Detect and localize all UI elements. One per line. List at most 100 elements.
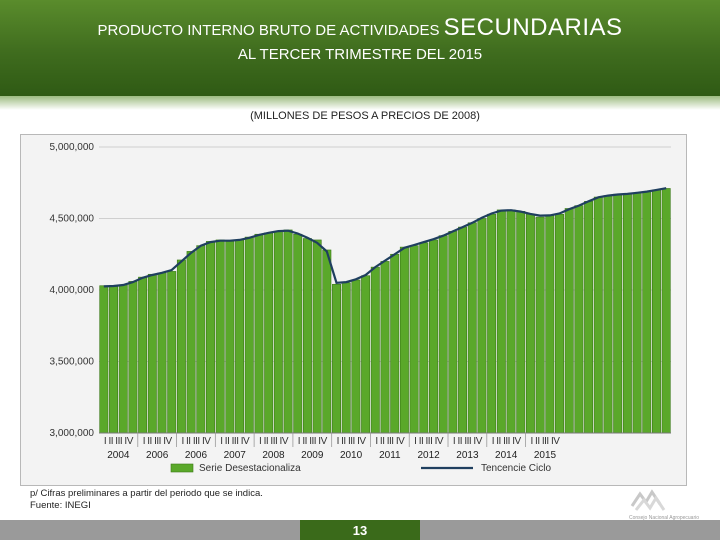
bar [293, 233, 303, 434]
footnote-source: Fuente: INEGI [30, 500, 91, 511]
bar [661, 188, 671, 434]
y-tick-label: 5,000,000 [50, 142, 95, 153]
bar [642, 191, 652, 434]
y-tick-label: 3,000,000 [50, 428, 95, 439]
year-label: 2009 [301, 450, 324, 461]
bar [622, 193, 632, 434]
quarter-label: I II III IV [259, 436, 289, 447]
bar [467, 222, 477, 434]
bar [206, 241, 215, 434]
quarter-label: I II III IV [337, 436, 367, 447]
quarter-label: I II III IV [414, 436, 444, 447]
bar [370, 266, 380, 434]
bar [419, 242, 429, 434]
bar [496, 209, 506, 434]
bar [535, 216, 545, 434]
title-part1: PRODUCTO INTERNO BRUTO DE ACTIVIDADES [97, 22, 444, 39]
bar [438, 235, 448, 434]
bar [138, 276, 148, 434]
year-label: 2008 [262, 450, 285, 461]
bar [651, 189, 661, 434]
year-label: 2013 [456, 450, 479, 461]
bar [525, 213, 535, 434]
quarter-label: I II III IV [181, 436, 211, 447]
bar [244, 236, 254, 434]
quarter-label: I II III IV [104, 436, 134, 447]
header-banner [0, 0, 720, 96]
bar [264, 232, 274, 434]
bar [399, 246, 409, 434]
bar [225, 241, 235, 434]
bar [584, 201, 594, 434]
bar [603, 195, 613, 434]
chart-subtitle: (MILLONES DE PESOS A PRECIOS DE 2008) [250, 110, 480, 122]
bar [235, 239, 245, 434]
year-label: 2015 [534, 450, 557, 461]
year-label: 2010 [340, 450, 363, 461]
y-tick-label: 4,000,000 [50, 285, 95, 296]
trend-line [103, 187, 667, 288]
legend-bar-swatch [170, 463, 194, 473]
bar [516, 211, 526, 434]
year-label: 2011 [379, 450, 401, 461]
bar [390, 253, 400, 434]
year-label: 2007 [224, 450, 247, 461]
bar [564, 208, 574, 434]
quarter-label: I II III IV [375, 436, 405, 447]
y-tick-label: 3,500,000 [50, 357, 95, 368]
quarter-label: I II III IV [492, 436, 522, 447]
bar [254, 233, 264, 434]
gdp-chart: 3,000,000 3,500,000 4,000,000 4,500,000 5,00… [50, 142, 671, 474]
bar [99, 285, 109, 434]
y-tick-label: 4,500,000 [50, 214, 95, 225]
header-fade [0, 96, 720, 110]
bar [157, 272, 167, 434]
year-label: 2012 [418, 450, 441, 461]
chart-frame: 3,000,000 3,500,000 4,000,000 4,500,000 5,00… [20, 134, 687, 486]
slide-title-line2: AL TERCER TRIMESTRE DEL 2015 [237, 46, 483, 63]
bar [283, 229, 293, 434]
bar [545, 215, 555, 434]
bar [167, 271, 177, 434]
year-label: 2006 [146, 450, 169, 461]
bar [215, 239, 225, 434]
bar [176, 259, 186, 434]
quarter-label: I II III IV [453, 436, 483, 447]
bar [380, 261, 390, 434]
bar [196, 245, 206, 434]
bar [409, 245, 419, 434]
bar [613, 193, 623, 434]
year-label: 2014 [495, 450, 518, 461]
bar [147, 273, 157, 434]
bar [429, 239, 438, 434]
quarter-label: I II III IV [143, 436, 173, 447]
title-part2: SECUNDARIAS [443, 14, 623, 41]
legend-label-tendencia: Tencencie Ciclo [481, 463, 551, 474]
bar [332, 283, 341, 434]
cna-logo-icon: Consejo Nacional Agropecuario [629, 489, 699, 521]
page-number: 13 [300, 520, 420, 540]
bar [458, 226, 468, 434]
year-label: 2004 [107, 450, 130, 461]
quarter-label: I II III IV [298, 436, 328, 447]
bar [448, 231, 458, 434]
bar [118, 284, 128, 434]
bar [341, 282, 351, 434]
bar [322, 249, 332, 434]
bar [477, 218, 487, 434]
footnote-preliminary: p/ Cifras preliminares a partir del peri… [30, 488, 263, 499]
bar [632, 192, 642, 434]
year-label: 2006 [185, 450, 208, 461]
legend-label-serie: Serie Desestacionaliza [199, 463, 301, 474]
bar [302, 238, 312, 434]
bar [109, 286, 119, 434]
bar [273, 231, 283, 434]
logo-caption: Consejo Nacional Agropecuario [629, 515, 699, 521]
bar [186, 251, 196, 434]
bar [555, 213, 564, 434]
bar [351, 279, 361, 434]
slide-title: PRODUCTO INTERNO BRUTO DE ACTIVIDADES SE… [0, 14, 720, 42]
bar [312, 239, 322, 434]
quarter-label: I II III IV [220, 436, 250, 447]
bar [574, 205, 584, 434]
